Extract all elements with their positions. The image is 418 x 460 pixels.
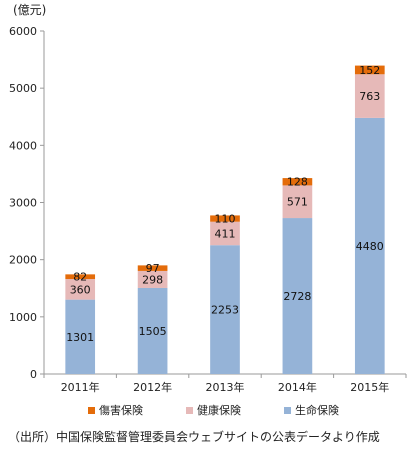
x-tick-label: 2011年 bbox=[61, 380, 100, 394]
data-label: 2253 bbox=[211, 304, 239, 317]
legend-label-injury: 傷害保険 bbox=[99, 404, 143, 417]
bar-segment-injury bbox=[282, 178, 313, 186]
bar-segment-life bbox=[65, 299, 96, 374]
data-label: 571 bbox=[287, 196, 308, 209]
data-label: 110 bbox=[215, 213, 236, 226]
bar-segment-life bbox=[282, 218, 313, 374]
bar-segment-life bbox=[137, 287, 168, 374]
y-tick-label: 1000 bbox=[9, 311, 37, 324]
y-tick-label: 2000 bbox=[9, 254, 37, 267]
x-tick-label: 2014年 bbox=[278, 380, 317, 394]
legend-swatch-health bbox=[186, 406, 193, 414]
legend-swatch-injury bbox=[88, 406, 95, 414]
data-label: 1301 bbox=[66, 331, 94, 344]
data-label: 97 bbox=[146, 262, 160, 275]
data-label: 360 bbox=[70, 283, 91, 296]
data-label: 298 bbox=[142, 273, 163, 286]
data-label: 152 bbox=[359, 64, 380, 77]
legend-label-health: 健康保険 bbox=[197, 404, 241, 417]
data-label: 763 bbox=[359, 90, 380, 103]
data-label: 1505 bbox=[139, 325, 167, 338]
bar-segment-health bbox=[282, 185, 313, 219]
y-axis-unit-label: (億元) bbox=[13, 3, 47, 17]
y-tick-label: 3000 bbox=[9, 197, 37, 210]
bar-segment-injury bbox=[354, 65, 385, 75]
bar-segment-injury bbox=[137, 265, 168, 271]
data-label: 128 bbox=[287, 176, 308, 189]
bars bbox=[65, 65, 385, 374]
y-tick-label: 5000 bbox=[9, 82, 37, 95]
data-label: 4480 bbox=[356, 240, 384, 253]
legend-item-life: 生命保険 bbox=[284, 402, 339, 418]
legend-label-life: 生命保険 bbox=[295, 404, 339, 417]
x-tick-label: 2012年 bbox=[133, 380, 172, 394]
axes: 0 1000 2000 3000 4000 5000 6000 2011年 2012年 2013年… bbox=[9, 25, 407, 394]
legend-swatch-life bbox=[284, 406, 291, 414]
x-tick-label: 2015年 bbox=[350, 380, 389, 394]
x-tick-label: 2013年 bbox=[206, 380, 245, 394]
bar-segment-injury bbox=[210, 215, 240, 222]
data-label: 2728 bbox=[283, 290, 311, 303]
legend-item-health: 健康保険 bbox=[186, 402, 241, 418]
data-label: 82 bbox=[73, 271, 87, 284]
source-note: （出所）中国保険監督管理委員会ウェブサイトの公表データより作成 bbox=[8, 430, 380, 444]
bar-segment-health bbox=[210, 221, 240, 246]
bar-segment-health bbox=[354, 74, 385, 118]
data-label: 411 bbox=[215, 227, 236, 240]
bar-segment-life bbox=[354, 117, 385, 374]
stacked-bar-chart: 0 1000 2000 3000 4000 5000 6000 2011年 2012年 2013年… bbox=[9, 25, 407, 394]
bar-segment-health bbox=[65, 279, 96, 300]
bar-segment-life bbox=[210, 245, 240, 374]
legend: 傷害保険 健康保険 生命保険 bbox=[88, 402, 408, 420]
legend-item-injury: 傷害保険 bbox=[88, 402, 143, 418]
bar-segment-injury bbox=[65, 274, 96, 280]
bar-segment-health bbox=[137, 270, 168, 288]
y-tick-label: 0 bbox=[30, 368, 37, 381]
y-tick-label: 4000 bbox=[9, 139, 37, 152]
y-tick-label: 6000 bbox=[9, 25, 37, 38]
